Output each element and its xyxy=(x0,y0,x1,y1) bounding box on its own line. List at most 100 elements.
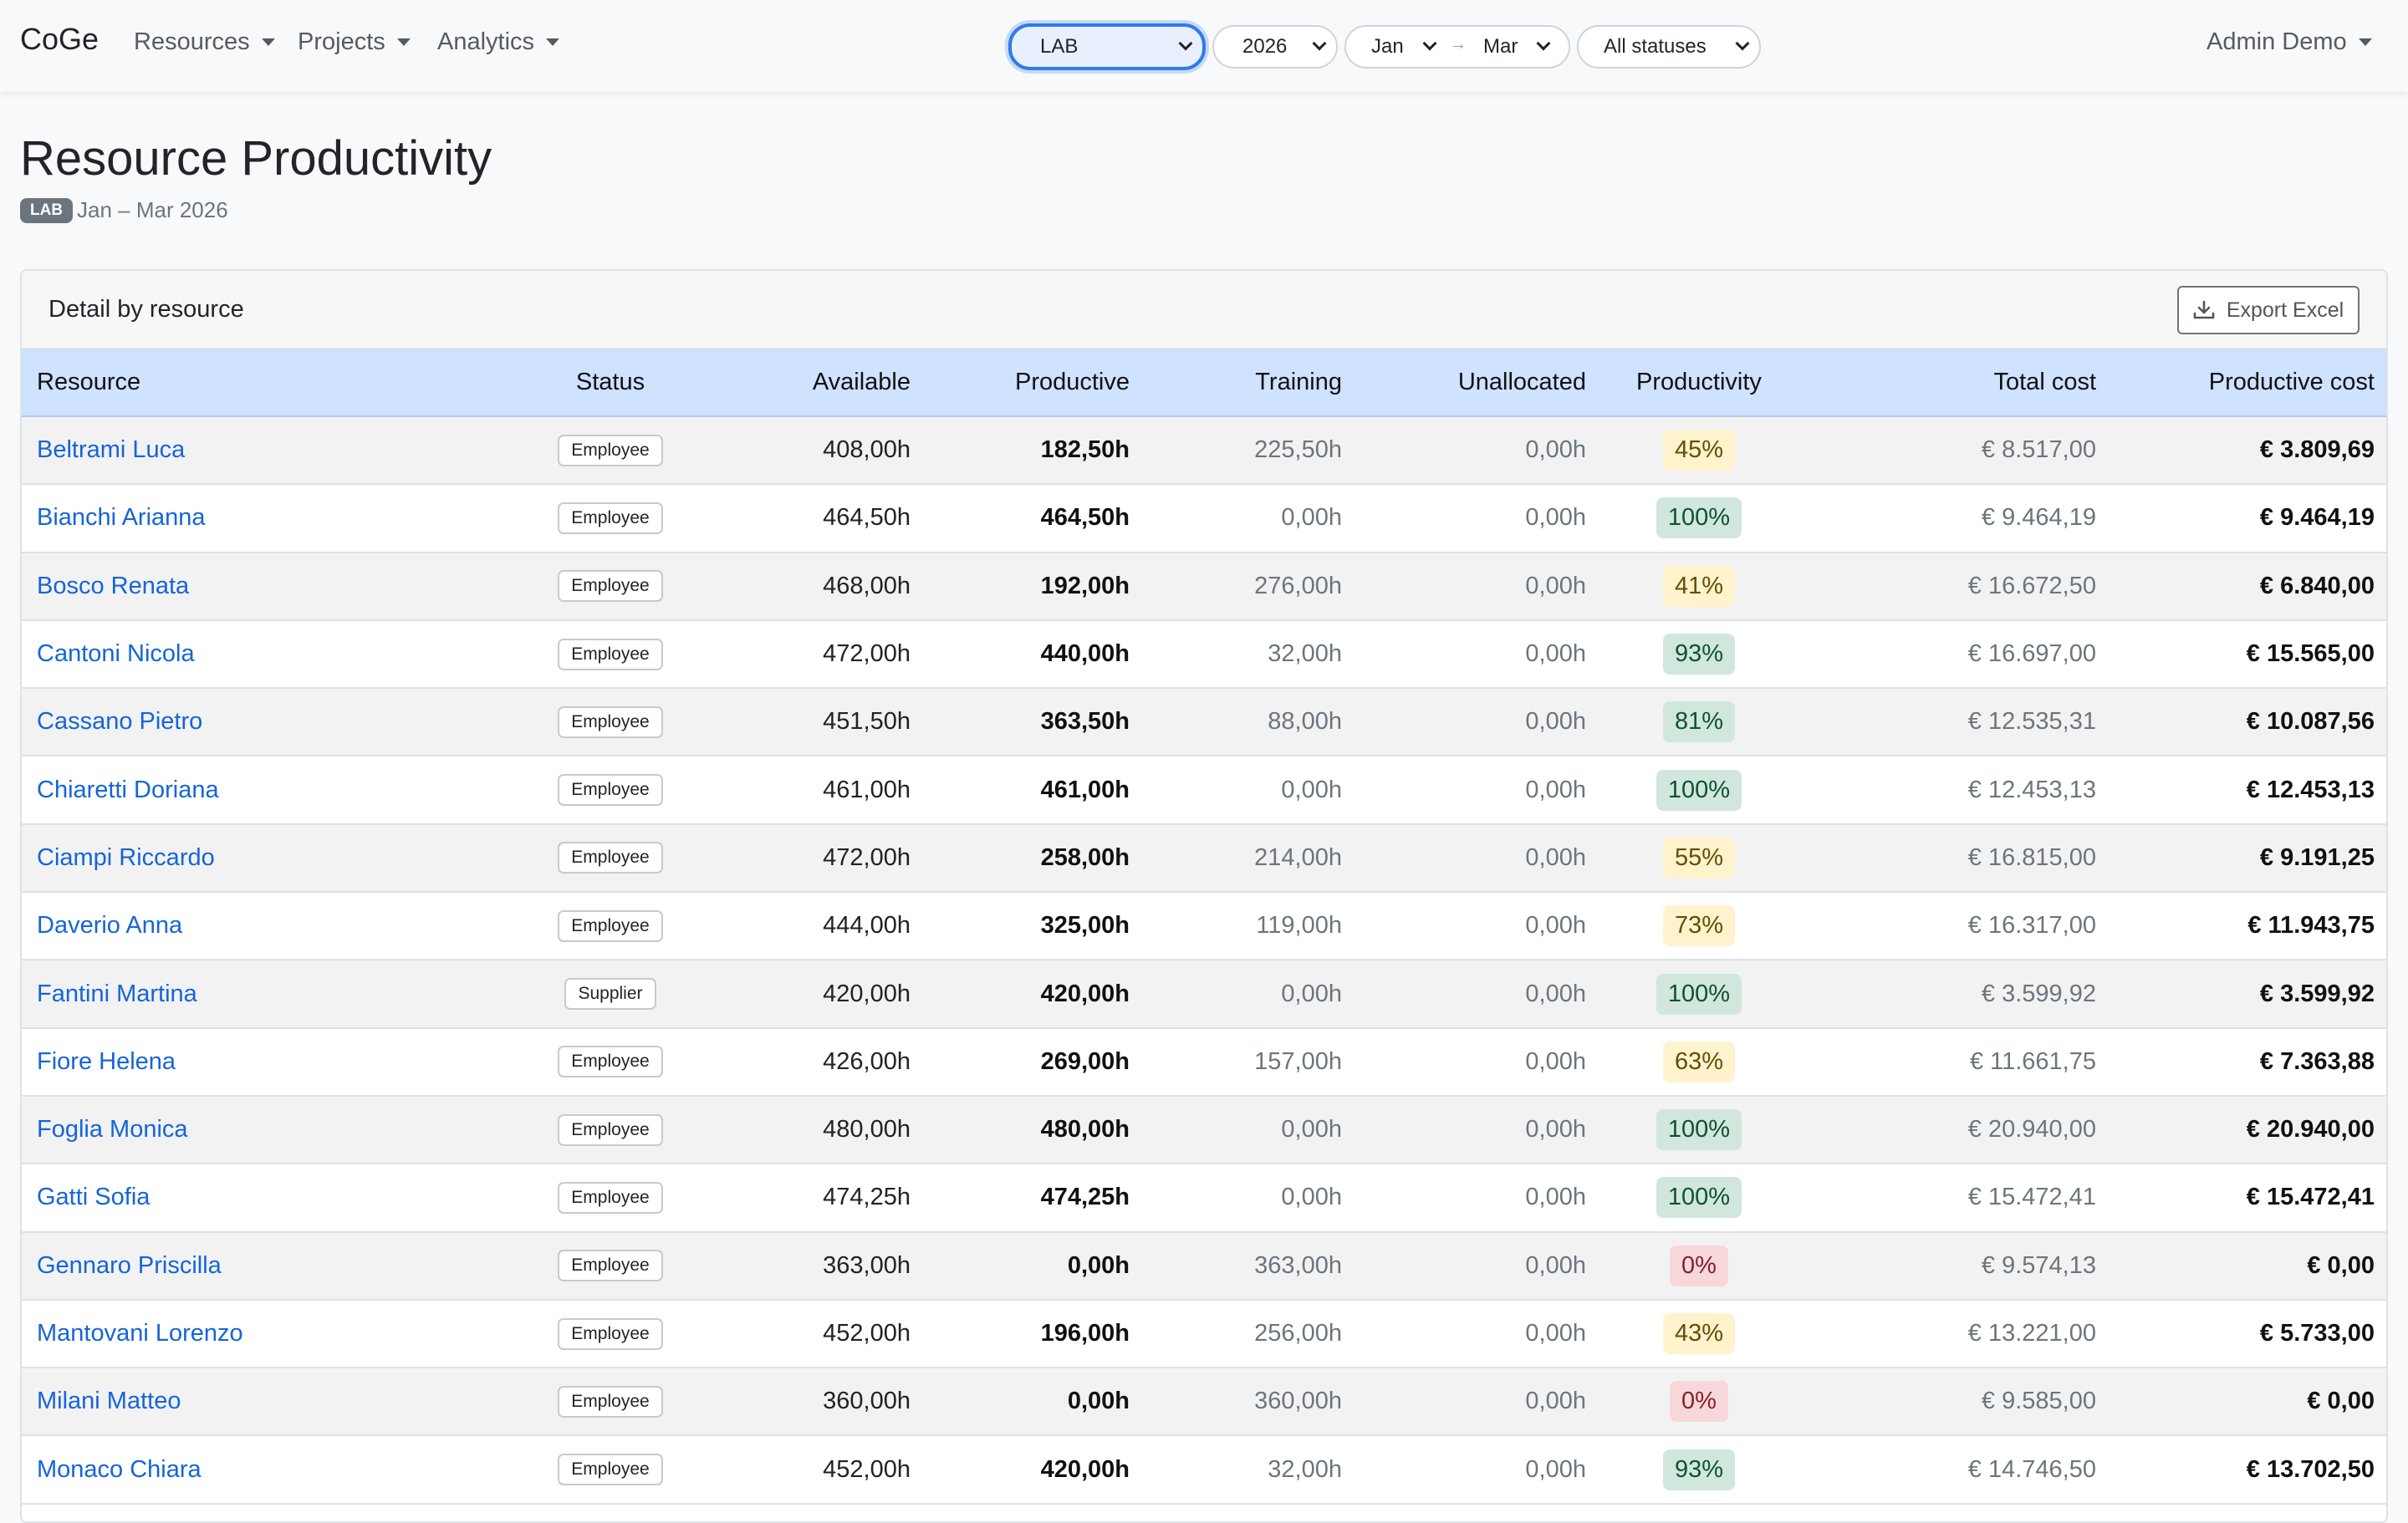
resource-link[interactable]: Ciampi Riccardo xyxy=(37,843,215,871)
productive-cost-cell: € 6.840,00 xyxy=(2259,572,2375,599)
training-cell: 0,00h xyxy=(1281,504,1342,532)
resource-cell: Bosco Renata xyxy=(22,553,502,620)
productive-cost-cell: € 15.565,00 xyxy=(2246,640,2375,668)
resource-cell: Fantini Martina xyxy=(22,960,502,1027)
table-row: Gatti Sofia Employee 474,25h 474,25h 0,00h 0,… xyxy=(22,1164,2386,1232)
export-excel-button[interactable]: Export Excel xyxy=(2177,286,2360,334)
resource-cell: Foglia Monica xyxy=(22,1096,502,1164)
status-badge: Employee xyxy=(558,638,663,670)
table-row: Beltrami Luca Employee 408,00h 182,50h 225,5… xyxy=(22,416,2386,485)
resource-cell: Cassano Pietro xyxy=(22,688,502,756)
table-row: Mantovani Lorenzo Employee 452,00h 196,00h 2… xyxy=(22,1299,2386,1368)
column-header-unallocated[interactable]: Unallocated xyxy=(1357,349,1601,417)
status-badge: Employee xyxy=(558,1317,663,1350)
productivity-cell: 93% xyxy=(1601,620,1797,688)
status-badge: Employee xyxy=(558,1250,663,1282)
total-cost-cell: € 16.815,00 xyxy=(1967,843,2096,871)
resource-link[interactable]: Bosco Renata xyxy=(37,572,190,599)
resource-link[interactable]: Bianchi Arianna xyxy=(37,504,206,532)
available-cell: 444,00h xyxy=(823,912,911,940)
month-to-value[interactable]: Mar xyxy=(1483,35,1518,58)
training-cell: 256,00h xyxy=(1254,1320,1342,1347)
available-cell: 464,50h xyxy=(823,504,911,532)
month-from-value[interactable]: Jan xyxy=(1371,35,1404,58)
column-header-available[interactable]: Available xyxy=(719,349,926,417)
training-cell: 276,00h xyxy=(1254,572,1342,599)
resource-cell: Bianchi Arianna xyxy=(22,484,502,552)
resource-link[interactable]: Milani Matteo xyxy=(37,1388,181,1415)
column-header-productivity[interactable]: Productivity xyxy=(1601,349,1797,417)
status-badge: Employee xyxy=(558,434,663,466)
resource-cell: Chiaretti Doriana xyxy=(22,756,502,823)
column-header-productive[interactable]: Productive xyxy=(926,349,1145,417)
chevron-down-icon xyxy=(1735,36,1750,51)
available-cell: 408,00h xyxy=(823,436,911,464)
nav-menu-label: Analytics xyxy=(437,28,535,55)
available-cell: 452,00h xyxy=(823,1455,911,1483)
column-header-productive-cost[interactable]: Productive cost xyxy=(2111,349,2386,417)
resource-link[interactable]: Chiaretti Doriana xyxy=(37,776,219,803)
available-cell: 461,00h xyxy=(823,776,911,803)
total-cost-cell: € 9.585,00 xyxy=(1981,1388,2096,1415)
unit-select[interactable]: LAB xyxy=(1008,23,1206,70)
card-title: Detail by resource xyxy=(48,296,244,323)
total-cost-cell: € 16.317,00 xyxy=(1967,912,2096,940)
productivity-cell: 43% xyxy=(1601,1300,1797,1368)
unallocated-cell: 0,00h xyxy=(1525,1047,1586,1075)
resource-link[interactable]: Cassano Pietro xyxy=(37,708,203,736)
training-cell: 157,00h xyxy=(1254,1047,1342,1075)
caret-down-icon xyxy=(396,38,411,46)
unallocated-cell: 0,00h xyxy=(1525,1320,1586,1347)
resource-link[interactable]: Fiore Helena xyxy=(37,1047,176,1075)
productivity-cell: 93% xyxy=(1601,1435,1797,1503)
status-cell: Employee xyxy=(502,1368,719,1435)
nav-menu-resources[interactable]: Resources xyxy=(134,28,275,56)
productivity-badge: 100% xyxy=(1656,1177,1742,1219)
training-cell: 32,00h xyxy=(1268,640,1342,668)
unallocated-cell: 0,00h xyxy=(1525,843,1586,871)
export-excel-label: Export Excel xyxy=(2226,298,2344,322)
available-cell: 472,00h xyxy=(823,843,911,871)
column-header-status[interactable]: Status xyxy=(502,349,719,417)
resource-link[interactable]: Fantini Martina xyxy=(37,980,197,1007)
productive-cell: 474,25h xyxy=(1040,1184,1130,1211)
resource-link[interactable]: Mantovani Lorenzo xyxy=(37,1320,243,1347)
total-cost-cell: € 20.940,00 xyxy=(1967,1116,2096,1144)
productivity-cell: 100% xyxy=(1601,1096,1797,1164)
training-cell: 225,50h xyxy=(1254,436,1342,464)
resource-link[interactable]: Foglia Monica xyxy=(37,1116,188,1144)
user-menu[interactable]: Admin Demo xyxy=(2206,28,2372,56)
resource-link[interactable]: Cantoni Nicola xyxy=(37,640,195,668)
nav-menu-label: Resources xyxy=(134,28,250,55)
page-title: Resource Productivity xyxy=(20,131,492,186)
resource-cell: Ciampi Riccardo xyxy=(22,824,502,892)
productive-cell: 192,00h xyxy=(1040,572,1130,599)
month-range-picker[interactable]: Jan → Mar xyxy=(1344,25,1570,69)
brand-logo[interactable]: CoGe xyxy=(20,22,99,56)
productive-cost-cell: € 3.599,92 xyxy=(2259,980,2375,1007)
status-select[interactable]: All statuses xyxy=(1577,25,1761,69)
resource-link[interactable]: Gatti Sofia xyxy=(37,1184,150,1211)
productive-cell: 461,00h xyxy=(1040,776,1130,803)
table-header-row: Resource Status Available Productive Tra… xyxy=(22,349,2386,417)
column-header-resource[interactable]: Resource xyxy=(22,349,502,417)
status-select-value: All statuses xyxy=(1604,35,1707,58)
table-row: Bianchi Arianna Employee 464,50h 464,50h 0,0… xyxy=(22,484,2386,553)
nav-menu-projects[interactable]: Projects xyxy=(298,28,411,56)
nav-menu-analytics[interactable]: Analytics xyxy=(437,28,560,56)
year-select[interactable]: 2026 xyxy=(1212,25,1338,69)
caret-down-icon xyxy=(2358,38,2372,46)
productive-cell: 258,00h xyxy=(1040,843,1130,871)
column-header-total-cost[interactable]: Total cost xyxy=(1797,349,2111,417)
resource-link[interactable]: Gennaro Priscilla xyxy=(37,1251,222,1279)
resource-link[interactable]: Daverio Anna xyxy=(37,912,183,940)
resource-link[interactable]: Monaco Chiara xyxy=(37,1455,202,1483)
status-cell: Employee xyxy=(502,892,719,960)
unallocated-cell: 0,00h xyxy=(1525,1251,1586,1279)
table-row: Ciampi Riccardo Employee 472,00h 258,00h 214… xyxy=(22,823,2386,893)
column-header-training[interactable]: Training xyxy=(1145,349,1357,417)
unallocated-cell: 0,00h xyxy=(1525,980,1586,1007)
resource-link[interactable]: Beltrami Luca xyxy=(37,436,186,464)
training-cell: 0,00h xyxy=(1281,980,1342,1007)
productivity-cell: 100% xyxy=(1601,756,1797,823)
